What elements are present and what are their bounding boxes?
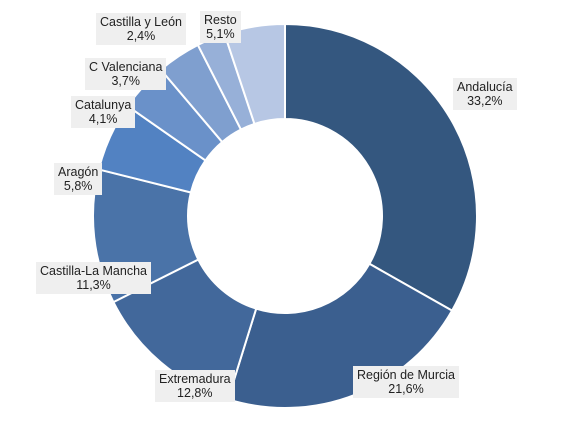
data-label-value: 12,8% bbox=[177, 386, 213, 400]
data-label-value: 2,4% bbox=[126, 29, 156, 43]
data-label-category: Catalunya bbox=[75, 98, 132, 112]
data-label-c-valenciana: C Valenciana 3,7% bbox=[85, 58, 167, 90]
data-label-aragon: Aragón 5,8% bbox=[54, 163, 103, 195]
slice-resto bbox=[223, 22, 286, 126]
data-label-value: 5,1% bbox=[206, 27, 235, 41]
data-label-value: 3,7% bbox=[111, 74, 140, 88]
data-label-category: Aragón bbox=[58, 165, 99, 179]
data-label-catalunya: Catalunya 4,1% bbox=[71, 96, 136, 128]
data-label-value: 21,6% bbox=[388, 382, 424, 396]
data-label-category: Resto bbox=[204, 13, 237, 27]
data-label-extremadura: Extremadura 12,8% bbox=[155, 370, 235, 402]
data-label-castilla-la-mancha: Castilla-La Mancha 11,3% bbox=[36, 262, 151, 294]
data-label-resto: Resto 5,1% bbox=[200, 11, 241, 43]
data-label-castilla-y-leon: Castilla y León 2,4% bbox=[96, 13, 186, 45]
slice-andalucia bbox=[284, 22, 478, 312]
data-label-value: 11,3% bbox=[76, 278, 111, 292]
data-label-andalucia: Andalucía 33,2% bbox=[453, 78, 517, 110]
data-label-value: 5,8% bbox=[63, 179, 93, 193]
data-label-category: Andalucía bbox=[457, 80, 513, 94]
data-label-region-de-murcia: Región de Murcia 21,6% bbox=[353, 366, 459, 398]
data-label-value: 33,2% bbox=[467, 94, 503, 108]
data-label-category: C Valenciana bbox=[89, 60, 163, 74]
data-label-category: Extremadura bbox=[159, 372, 231, 386]
data-label-category: Región de Murcia bbox=[357, 368, 455, 382]
data-label-category: Castilla-La Mancha bbox=[40, 264, 147, 278]
data-label-value: 4,1% bbox=[88, 112, 118, 126]
data-label-category: Castilla y León bbox=[100, 15, 182, 29]
